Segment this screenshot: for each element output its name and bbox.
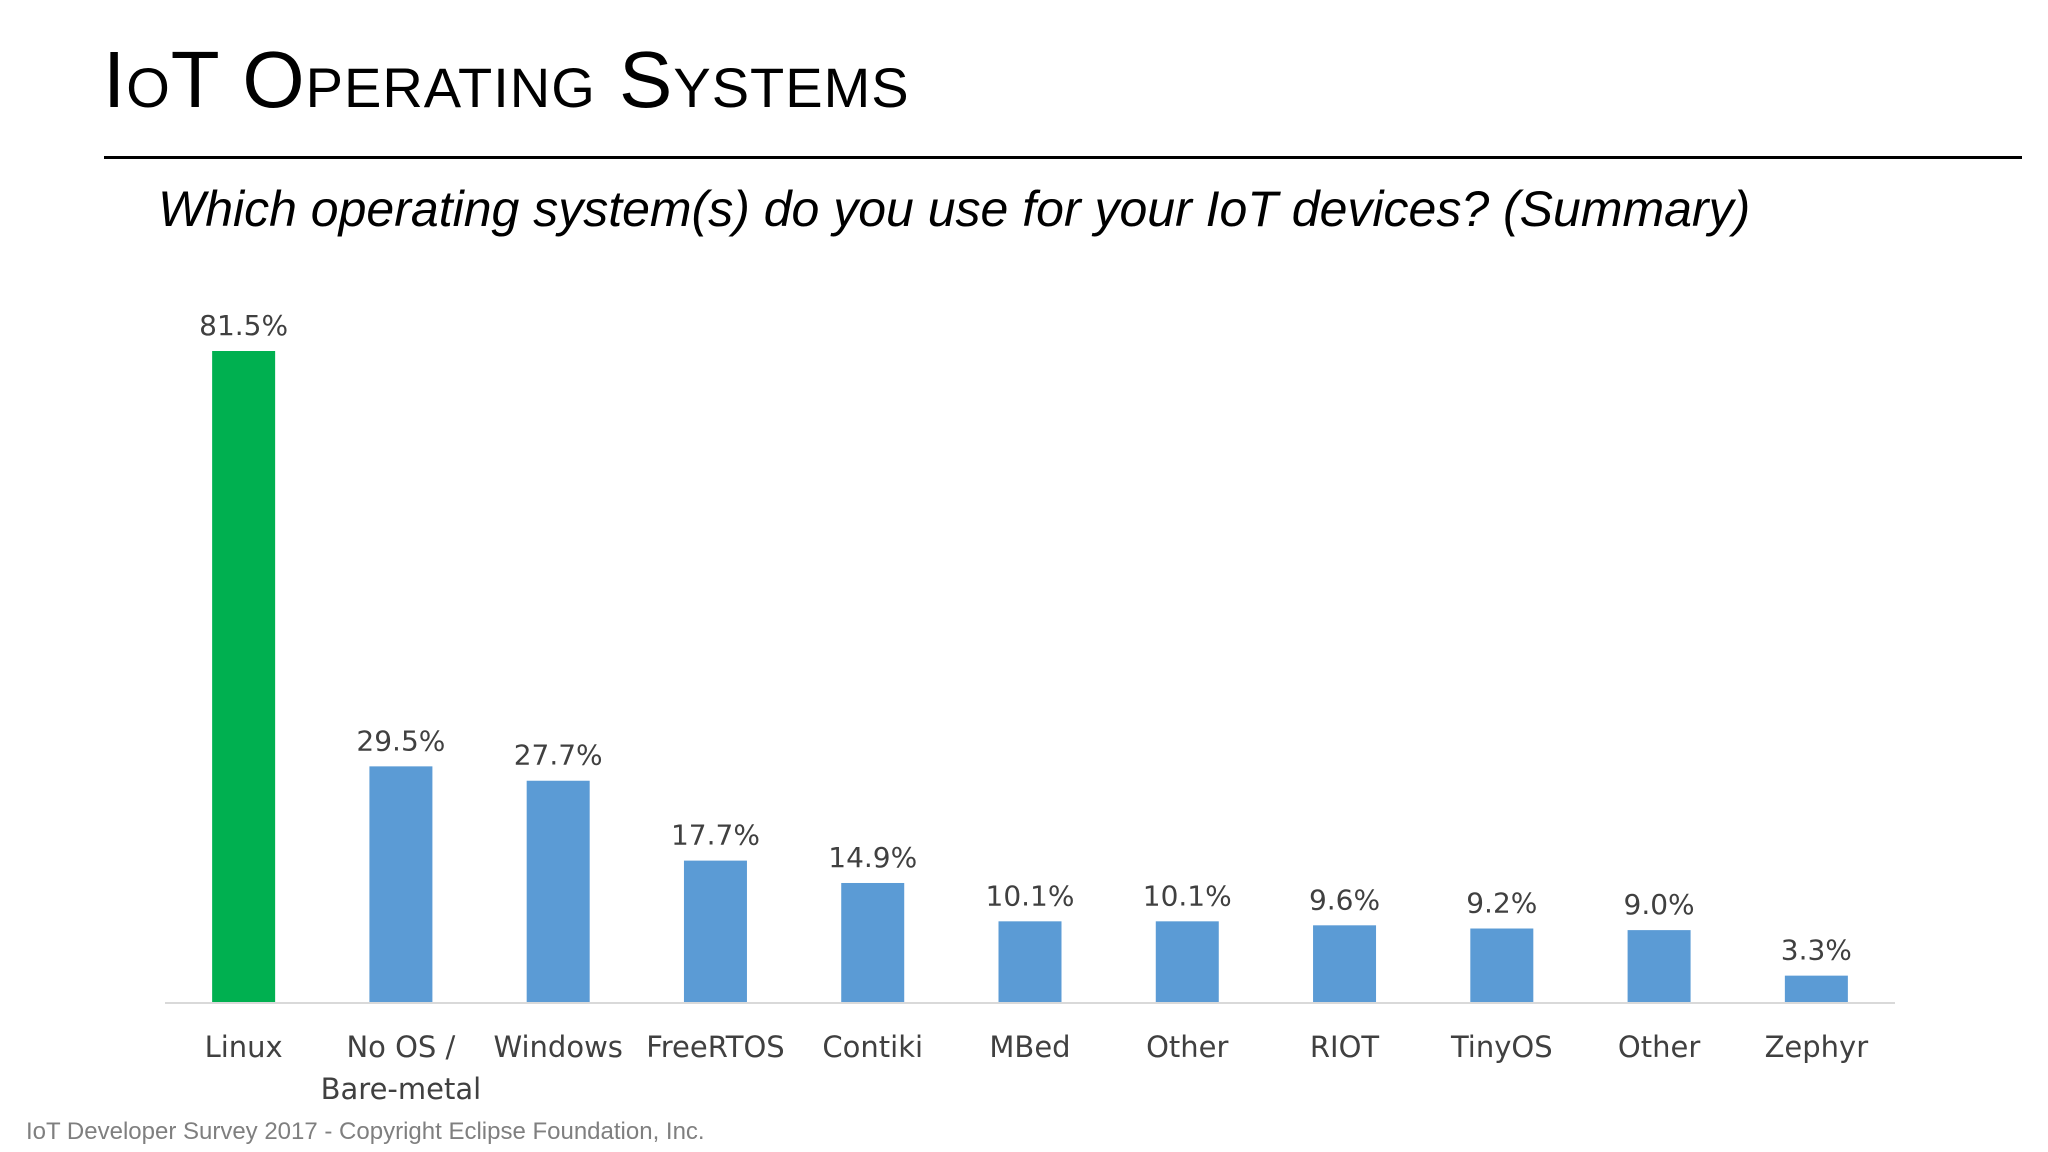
category-label-line: Linux [205,1030,283,1064]
category-label-line: No OS / [346,1030,455,1064]
category-label-6: Other [1146,1030,1228,1064]
data-label-6: 10.1% [1143,879,1232,912]
category-label-line: Bare-metal [321,1072,482,1106]
data-label-0: 81.5% [199,309,288,342]
category-label-8: TinyOS [1450,1030,1553,1064]
category-label-1: No OS / Bare-metal [321,1030,482,1106]
category-label-4: Contiki [822,1030,923,1064]
category-label-line: Other [1618,1030,1700,1064]
category-label-line: Contiki [822,1030,923,1064]
data-label-1: 29.5% [356,724,445,757]
bar-9 [1627,930,1691,1002]
bar-2 [526,780,590,1002]
data-label-8: 9.2% [1466,887,1537,920]
survey-question: Which operating system(s) do you use for… [158,181,1751,237]
title-divider [104,156,2022,159]
category-label-line: RIOT [1310,1030,1380,1064]
category-label-3: FreeRTOS [646,1030,785,1064]
bar-3 [683,860,747,1002]
category-label-line: TinyOS [1450,1030,1553,1064]
footer-copyright: IoT Developer Survey 2017 - Copyright Ec… [26,1118,705,1145]
bar-1 [369,766,433,1002]
category-label-10: Zephyr [1765,1030,1869,1064]
category-label-line: Other [1146,1030,1228,1064]
category-label-9: Other [1618,1030,1700,1064]
bar-8 [1470,928,1534,1002]
category-label-line: Zephyr [1765,1030,1869,1064]
category-label-line: MBed [989,1030,1070,1064]
slide-title: IoT Operating Systems [103,35,910,124]
bar-4 [841,882,905,1002]
data-label-2: 27.7% [514,739,603,772]
category-label-5: MBed [989,1030,1070,1064]
bar-10 [1784,975,1848,1002]
data-label-3: 17.7% [671,819,760,852]
category-label-line: FreeRTOS [646,1030,785,1064]
category-label-line: Windows [493,1030,622,1064]
data-label-7: 9.6% [1309,883,1380,916]
data-label-5: 10.1% [986,879,1075,912]
category-label-7: RIOT [1310,1030,1380,1064]
bar-6 [1155,921,1219,1002]
category-label-2: Windows [493,1030,622,1064]
bar-0 [212,351,276,1002]
bar-7 [1313,925,1377,1002]
data-label-9: 9.0% [1624,888,1695,921]
category-label-0: Linux [205,1030,283,1064]
data-label-4: 14.9% [828,841,917,874]
bar-5 [998,921,1062,1002]
data-label-10: 3.3% [1781,934,1852,967]
